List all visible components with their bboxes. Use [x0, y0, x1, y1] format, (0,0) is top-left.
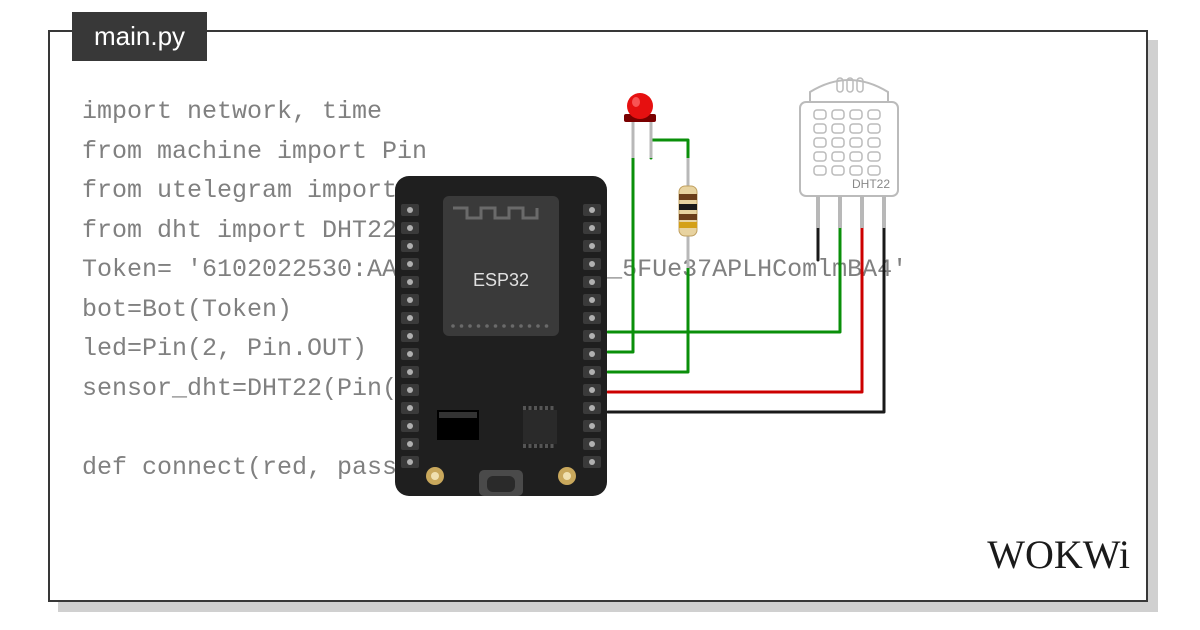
code-block: import network, time from machine import… [82, 92, 907, 487]
wokwi-logo: WOKWi [987, 531, 1130, 578]
file-tab[interactable]: main.py [72, 12, 207, 61]
